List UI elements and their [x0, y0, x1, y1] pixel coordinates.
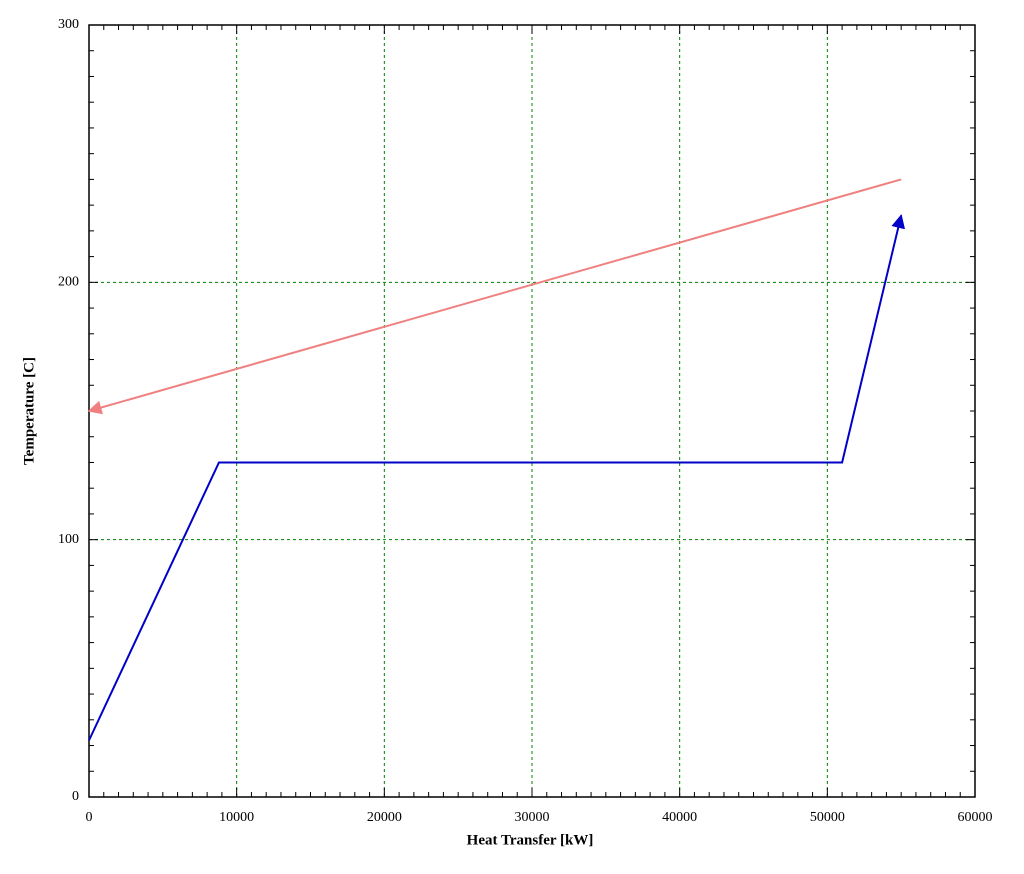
line-series [87, 178, 902, 415]
x-tick-label: 10000 [219, 810, 254, 825]
x-tick-label: 20000 [367, 810, 402, 825]
x-tick-label: 50000 [810, 810, 845, 825]
line-series [88, 214, 906, 741]
x-tick-label: 60000 [958, 810, 993, 825]
y-tick-label: 200 [58, 275, 79, 290]
x-axis-title: Heat Transfer [kW] [467, 832, 594, 848]
x-tick-label: 0 [86, 810, 93, 825]
y-tick-label: 100 [58, 532, 79, 547]
y-tick-label: 300 [58, 17, 79, 32]
x-tick-label: 30000 [515, 810, 550, 825]
y-axis-title: Temperature [C] [21, 357, 37, 465]
x-tick-label: 40000 [662, 810, 697, 825]
y-tick-label: 0 [72, 789, 79, 804]
